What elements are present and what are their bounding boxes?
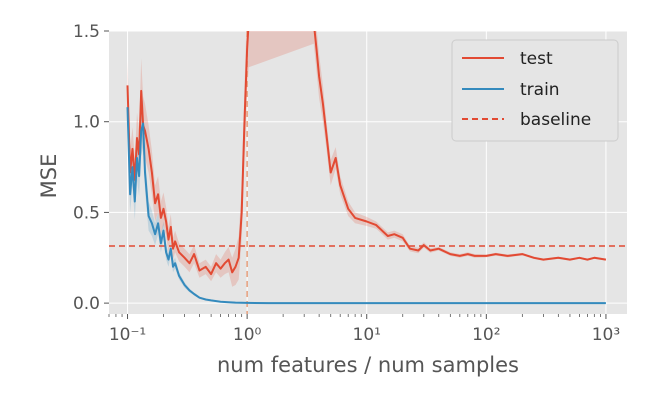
y-tick-label: 1.0 xyxy=(73,113,100,133)
x-tick-label: 10¹ xyxy=(353,325,381,345)
x-tick-label: 10² xyxy=(472,325,500,345)
y-tick-label: 0.5 xyxy=(73,203,100,223)
x-tick-label: 10⁻¹ xyxy=(109,325,146,345)
legend-label-baseline: baseline xyxy=(520,110,591,130)
line-train xyxy=(126,107,606,305)
x-axis-label: num features / num samples xyxy=(217,353,519,377)
legend-label-train: train xyxy=(520,80,560,100)
y-axis-ticks: 0.0 0.5 1.0 1.5 xyxy=(73,22,109,314)
x-axis-ticks: 10⁻¹ 10⁰ 10¹ 10² 10³ xyxy=(109,314,620,345)
series-lines xyxy=(126,31,607,305)
x-tick-label: 10³ xyxy=(592,325,620,345)
y-tick-label: 0.0 xyxy=(73,294,100,314)
legend-box xyxy=(451,39,619,142)
x-tick-label: 10⁰ xyxy=(233,325,262,345)
x-minor-ticks xyxy=(108,314,601,317)
legend: test train baseline xyxy=(451,39,619,142)
line-test xyxy=(126,31,607,276)
legend-label-test: test xyxy=(520,49,553,69)
y-axis-label: MSE xyxy=(37,154,61,199)
y-tick-label: 1.5 xyxy=(73,22,100,42)
